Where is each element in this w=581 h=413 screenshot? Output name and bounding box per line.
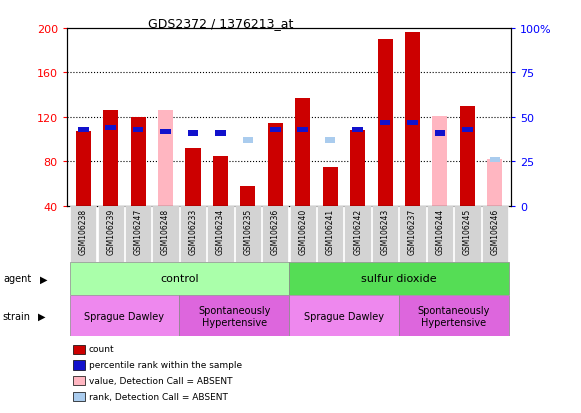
Text: strain: strain xyxy=(3,311,31,321)
Bar xyxy=(160,129,171,135)
Bar xyxy=(158,111,173,206)
Bar xyxy=(432,116,447,206)
Bar xyxy=(435,131,445,136)
Bar xyxy=(213,157,228,206)
Text: sulfur dioxide: sulfur dioxide xyxy=(361,274,436,284)
Bar xyxy=(295,99,310,206)
Bar xyxy=(76,132,91,206)
Text: GSM106234: GSM106234 xyxy=(216,208,225,254)
Bar xyxy=(407,120,418,126)
Bar xyxy=(352,128,363,133)
Bar xyxy=(378,40,393,207)
Bar xyxy=(372,206,398,262)
Bar xyxy=(131,118,146,206)
Bar xyxy=(399,206,426,262)
Bar xyxy=(322,168,338,206)
Bar xyxy=(103,111,119,206)
Bar xyxy=(482,206,508,262)
Bar xyxy=(297,128,308,133)
Bar xyxy=(462,128,473,133)
Bar xyxy=(270,128,281,133)
Bar xyxy=(98,206,124,262)
Text: control: control xyxy=(160,274,199,284)
Text: GSM106238: GSM106238 xyxy=(79,208,88,254)
Bar xyxy=(207,206,234,262)
Text: Spontaneously
Hypertensive: Spontaneously Hypertensive xyxy=(198,305,270,327)
Text: ▶: ▶ xyxy=(40,274,47,284)
Bar xyxy=(454,206,480,262)
Bar xyxy=(241,187,256,206)
Bar xyxy=(152,206,179,262)
Bar xyxy=(262,206,289,262)
Text: rank, Detection Call = ABSENT: rank, Detection Call = ABSENT xyxy=(89,392,228,401)
Text: GSM106243: GSM106243 xyxy=(381,208,390,254)
Text: GSM106246: GSM106246 xyxy=(490,208,499,254)
Text: GSM106241: GSM106241 xyxy=(326,208,335,254)
Bar xyxy=(125,206,151,262)
Bar xyxy=(133,128,144,133)
Text: GSM106248: GSM106248 xyxy=(161,208,170,254)
Text: GSM106233: GSM106233 xyxy=(188,208,198,254)
Text: Spontaneously
Hypertensive: Spontaneously Hypertensive xyxy=(418,305,490,327)
Bar xyxy=(188,131,198,136)
Text: GSM106239: GSM106239 xyxy=(106,208,115,254)
Bar xyxy=(243,138,253,143)
Bar xyxy=(289,206,316,262)
Bar xyxy=(215,131,226,136)
Text: GSM106240: GSM106240 xyxy=(298,208,307,254)
Bar xyxy=(180,206,206,262)
Bar xyxy=(70,262,289,295)
Text: GSM106235: GSM106235 xyxy=(243,208,252,254)
Bar xyxy=(180,295,289,337)
Text: GSM106247: GSM106247 xyxy=(134,208,143,254)
Bar xyxy=(487,160,503,206)
Bar xyxy=(185,149,200,206)
Bar xyxy=(105,126,116,131)
Bar xyxy=(268,123,283,206)
Bar xyxy=(490,158,500,163)
Text: GSM106242: GSM106242 xyxy=(353,208,362,254)
Bar xyxy=(399,295,508,337)
Text: GSM106245: GSM106245 xyxy=(463,208,472,254)
Text: GSM106244: GSM106244 xyxy=(435,208,444,254)
Text: Sprague Dawley: Sprague Dawley xyxy=(304,311,384,321)
Bar xyxy=(289,262,508,295)
Bar xyxy=(78,128,88,133)
Bar xyxy=(325,138,335,143)
Text: GDS2372 / 1376213_at: GDS2372 / 1376213_at xyxy=(148,17,293,29)
Text: value, Detection Call = ABSENT: value, Detection Call = ABSENT xyxy=(89,376,232,385)
Bar xyxy=(289,295,399,337)
Bar xyxy=(70,295,180,337)
Text: GSM106236: GSM106236 xyxy=(271,208,280,254)
Bar xyxy=(317,206,343,262)
Text: count: count xyxy=(89,344,114,354)
Text: Sprague Dawley: Sprague Dawley xyxy=(84,311,164,321)
Bar xyxy=(70,206,96,262)
Text: GSM106237: GSM106237 xyxy=(408,208,417,254)
Bar xyxy=(405,33,420,206)
Text: agent: agent xyxy=(3,274,31,284)
Text: percentile rank within the sample: percentile rank within the sample xyxy=(89,360,242,369)
Text: ▶: ▶ xyxy=(38,311,45,321)
Bar xyxy=(235,206,261,262)
Bar xyxy=(460,107,475,206)
Bar xyxy=(427,206,453,262)
Bar xyxy=(350,131,365,206)
Bar xyxy=(345,206,371,262)
Bar xyxy=(380,120,390,126)
